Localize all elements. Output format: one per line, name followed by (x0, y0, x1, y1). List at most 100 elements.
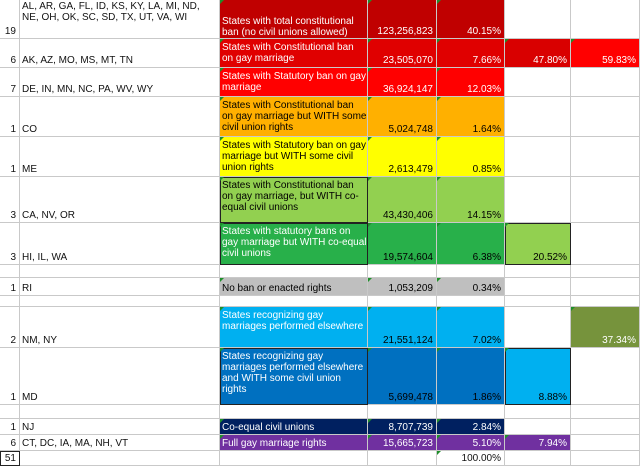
cell-count-r0[interactable]: 19 (0, 0, 20, 39)
cell-category-r7[interactable]: No ban or enacted rights (220, 278, 368, 296)
cell-percent-r9[interactable]: 1.86% (437, 348, 505, 405)
cell-category-r6[interactable]: States with statutory bans on gay marria… (220, 223, 368, 265)
cell-spacer2-d[interactable] (368, 296, 437, 307)
cell-count-r2[interactable]: 7 (0, 68, 20, 97)
cell-spacer3-f[interactable] (505, 405, 571, 419)
cell-spacer3-a[interactable] (0, 405, 20, 419)
cell-count-r1[interactable]: 6 (0, 39, 20, 68)
cell-population-r0[interactable]: 123,256,823 (368, 0, 437, 39)
cell-category-r11[interactable]: Full gay marriage rights (220, 435, 368, 451)
cell-count-r11[interactable]: 6 (0, 435, 20, 451)
cell-empty-r3b[interactable] (571, 97, 640, 137)
cell-total-percent[interactable]: 100.00% (437, 451, 505, 466)
cell-states-r3[interactable]: CO (20, 97, 220, 137)
cell-empty-r7a[interactable] (505, 278, 571, 296)
cell-count-r9[interactable]: 1 (0, 348, 20, 405)
cell-empty-r10b[interactable] (571, 419, 640, 435)
cell-states-r6[interactable]: HI, IL, WA (20, 223, 220, 265)
cell-population-r6[interactable]: 19,574,604 (368, 223, 437, 265)
cell-states-r9[interactable]: MD (20, 348, 220, 405)
cell-empty-r11b[interactable] (571, 435, 640, 451)
cell-states-r8[interactable]: NM, NY (20, 307, 220, 348)
cell-count-r4[interactable]: 1 (0, 137, 20, 177)
cell-percent-r2[interactable]: 12.03% (437, 68, 505, 97)
cell-population-r9[interactable]: 5,699,478 (368, 348, 437, 405)
cell-spacer2-c[interactable] (220, 296, 368, 307)
cell-spacer-d[interactable] (368, 265, 437, 278)
cell-spacer2-g[interactable] (571, 296, 640, 307)
cell-category-r3[interactable]: States with Constitutional ban on gay ma… (220, 97, 368, 137)
cell-population-r1[interactable]: 23,505,070 (368, 39, 437, 68)
cell-empty-r7b[interactable] (571, 278, 640, 296)
cell-total-empty-c[interactable] (220, 451, 368, 466)
cell-subtotal1-r1[interactable]: 47.80% (505, 39, 571, 68)
cell-empty-r2a[interactable] (505, 68, 571, 97)
cell-population-r10[interactable]: 8,707,739 (368, 419, 437, 435)
cell-spacer-f[interactable] (505, 265, 571, 278)
cell-empty-r4a[interactable] (505, 137, 571, 177)
cell-empty-r0a[interactable] (505, 0, 571, 39)
cell-states-r0[interactable]: AL, AR, GA, FL, ID, KS, KY, LA, MI, ND, … (20, 0, 220, 39)
cell-category-r2[interactable]: States with Statutory ban on gay marriag… (220, 68, 368, 97)
cell-states-r11[interactable]: CT, DC, IA, MA, NH, VT (20, 435, 220, 451)
cell-population-r11[interactable]: 15,665,723 (368, 435, 437, 451)
cell-population-r5[interactable]: 43,430,406 (368, 177, 437, 223)
cell-states-r1[interactable]: AK, AZ, MO, MS, MT, TN (20, 39, 220, 68)
cell-spacer2-e[interactable] (437, 296, 505, 307)
cell-percent-r4[interactable]: 0.85% (437, 137, 505, 177)
cell-count-r3[interactable]: 1 (0, 97, 20, 137)
cell-subtotal1-r6[interactable]: 20.52% (505, 223, 571, 265)
cell-spacer-a[interactable] (0, 265, 20, 278)
cell-spacer-e[interactable] (437, 265, 505, 278)
cell-population-r4[interactable]: 2,613,479 (368, 137, 437, 177)
cell-total-count[interactable]: 51 (0, 451, 20, 466)
cell-states-r7[interactable]: RI (20, 278, 220, 296)
cell-percent-r11[interactable]: 5.10% (437, 435, 505, 451)
cell-population-r8[interactable]: 21,551,124 (368, 307, 437, 348)
cell-states-r5[interactable]: CA, NV, OR (20, 177, 220, 223)
cell-states-r2[interactable]: DE, IN, MN, NC, PA, WV, WY (20, 68, 220, 97)
cell-spacer3-e[interactable] (437, 405, 505, 419)
cell-spacer3-b[interactable] (20, 405, 220, 419)
cell-spacer2-a[interactable] (0, 296, 20, 307)
cell-category-r0[interactable]: States with total constitutional ban (no… (220, 0, 368, 39)
cell-empty-r9b[interactable] (571, 348, 640, 405)
cell-empty-r3a[interactable] (505, 97, 571, 137)
cell-percent-r6[interactable]: 6.38% (437, 223, 505, 265)
cell-spacer3-d[interactable] (368, 405, 437, 419)
cell-category-r9[interactable]: States recognizing gay marriages perform… (220, 348, 368, 405)
cell-total-empty-f[interactable] (505, 451, 571, 466)
cell-population-r3[interactable]: 5,024,748 (368, 97, 437, 137)
cell-spacer2-f[interactable] (505, 296, 571, 307)
cell-count-r7[interactable]: 1 (0, 278, 20, 296)
cell-subtotal1-r11[interactable]: 7.94% (505, 435, 571, 451)
cell-spacer-b[interactable] (20, 265, 220, 278)
cell-percent-r1[interactable]: 7.66% (437, 39, 505, 68)
cell-states-r10[interactable]: NJ (20, 419, 220, 435)
cell-percent-r8[interactable]: 7.02% (437, 307, 505, 348)
cell-spacer3-g[interactable] (571, 405, 640, 419)
cell-empty-r8a[interactable] (505, 307, 571, 348)
cell-empty-r0b[interactable] (571, 0, 640, 39)
cell-category-r5[interactable]: States with Constitutional ban on gay ma… (220, 177, 368, 223)
cell-category-r8[interactable]: States recognizing gay marriages perform… (220, 307, 368, 348)
cell-subtotal2-r1[interactable]: 59.83% (571, 39, 640, 68)
cell-count-r10[interactable]: 1 (0, 419, 20, 435)
cell-total-empty-b[interactable] (20, 451, 220, 466)
cell-spacer2-b[interactable] (20, 296, 220, 307)
cell-empty-r5a[interactable] (505, 177, 571, 223)
cell-percent-r7[interactable]: 0.34% (437, 278, 505, 296)
cell-empty-r6b[interactable] (571, 223, 640, 265)
cell-spacer-g[interactable] (571, 265, 640, 278)
cell-spacer-c[interactable] (220, 265, 368, 278)
cell-empty-r5b[interactable] (571, 177, 640, 223)
cell-empty-r2b[interactable] (571, 68, 640, 97)
cell-category-r10[interactable]: Co-equal civil unions (220, 419, 368, 435)
cell-count-r5[interactable]: 3 (0, 177, 20, 223)
cell-total-empty-g[interactable] (571, 451, 640, 466)
cell-subtotal1-r9[interactable]: 8.88% (505, 348, 571, 405)
cell-empty-r4b[interactable] (571, 137, 640, 177)
cell-empty-r10a[interactable] (505, 419, 571, 435)
cell-count-r8[interactable]: 2 (0, 307, 20, 348)
cell-spacer3-c[interactable] (220, 405, 368, 419)
